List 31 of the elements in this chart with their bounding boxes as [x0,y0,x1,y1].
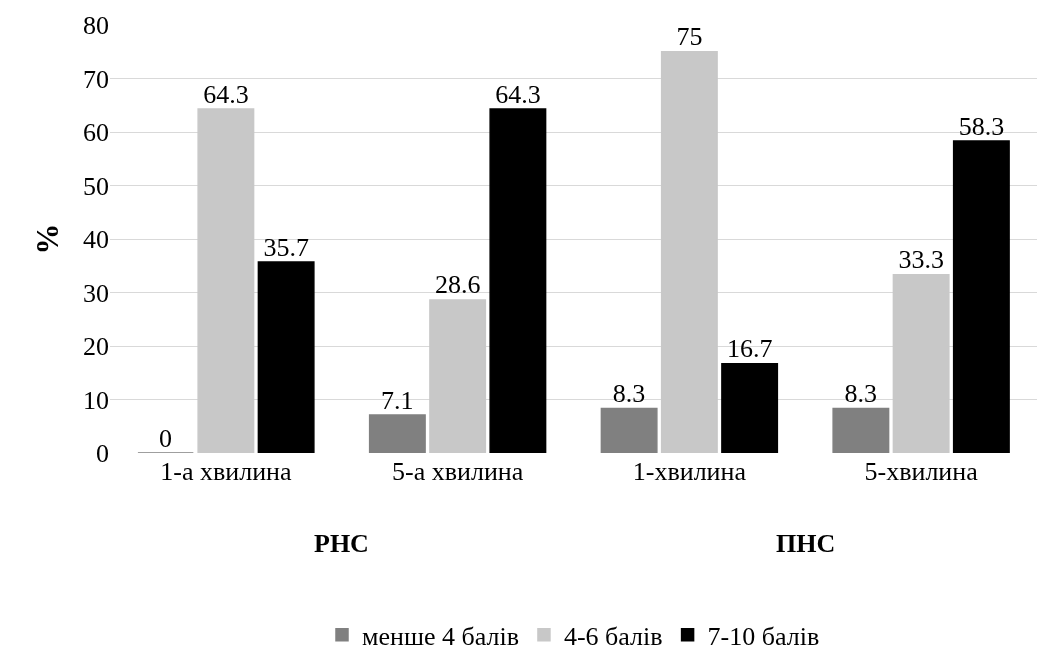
y-tick-label: 30 [83,278,109,308]
y-tick-label: 70 [83,64,109,94]
legend-label: 7-10 балів [707,621,820,651]
data-label: 64.3 [203,79,249,109]
x-tick-label: 1-хвилина [632,457,747,486]
x-tick-label: 5-хвилина [864,457,979,486]
data-label: 64.3 [495,79,541,109]
data-label: 35.7 [263,232,309,262]
x-tick-label: 5-а хвилина [392,457,524,486]
text: ПНС [776,529,836,558]
y-tick-label: 40 [83,225,109,255]
y-tick-label: 60 [83,118,109,148]
x-tick-label: 1-а хвилина [160,457,292,486]
data-label: 8.3 [844,379,878,409]
y-tick-label: 0 [96,439,109,469]
data-label: 8.3 [612,379,646,409]
data-label: 75 [676,22,703,52]
data-label: 33.3 [898,245,944,275]
legend-label: 4-6 балів [563,621,663,651]
data-label: 7.1 [381,385,414,415]
y-tick-label: 50 [83,171,109,201]
data-label: 0 [159,423,173,453]
legend-label: менше 4 балів [362,621,519,651]
y-tick-label: 80 [83,11,109,41]
data-label: 58.3 [958,111,1005,141]
data-label: 16.7 [726,334,773,364]
y-tick-label: 20 [83,332,109,362]
y-axis-title: % [29,223,65,255]
y-tick-label: 10 [83,385,109,415]
data-label: 28.6 [434,270,481,300]
text: РНС [314,529,369,558]
